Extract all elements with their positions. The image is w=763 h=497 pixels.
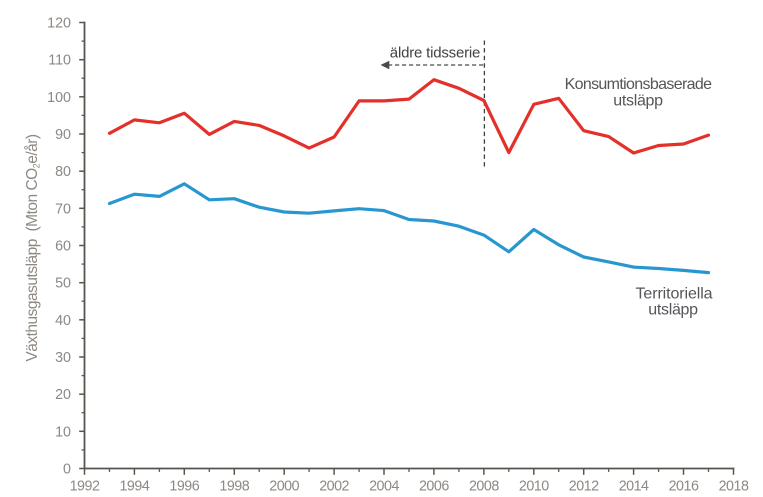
svg-text:Konsumtionsbaserade: Konsumtionsbaserade bbox=[565, 76, 713, 93]
svg-text:2014: 2014 bbox=[619, 479, 649, 495]
svg-text:2018: 2018 bbox=[719, 479, 749, 495]
svg-text:0: 0 bbox=[63, 462, 71, 478]
svg-text:2012: 2012 bbox=[569, 479, 599, 495]
svg-text:70: 70 bbox=[55, 201, 71, 217]
svg-text:Växthusgasutsläpp (Mton CO2e/: Växthusgasutsläpp (Mton CO2e/år) bbox=[24, 134, 42, 362]
svg-text:30: 30 bbox=[55, 350, 71, 366]
svg-text:2016: 2016 bbox=[669, 479, 699, 495]
svg-text:110: 110 bbox=[48, 53, 71, 69]
svg-text:50: 50 bbox=[55, 276, 71, 292]
svg-text:2008: 2008 bbox=[469, 479, 499, 495]
svg-text:2006: 2006 bbox=[419, 479, 449, 495]
svg-text:40: 40 bbox=[55, 313, 71, 329]
svg-text:2004: 2004 bbox=[369, 479, 399, 495]
svg-text:utsläpp: utsläpp bbox=[648, 302, 698, 319]
svg-text:60: 60 bbox=[55, 239, 71, 255]
svg-text:20: 20 bbox=[55, 387, 71, 403]
svg-text:120: 120 bbox=[47, 16, 71, 32]
svg-text:1992: 1992 bbox=[70, 479, 100, 495]
svg-text:1998: 1998 bbox=[219, 479, 249, 495]
svg-text:90: 90 bbox=[55, 127, 71, 143]
svg-text:äldre tidsserie: äldre tidsserie bbox=[390, 45, 480, 62]
svg-text:2002: 2002 bbox=[319, 479, 349, 495]
svg-text:2010: 2010 bbox=[519, 479, 549, 495]
svg-text:utsläpp: utsläpp bbox=[613, 93, 663, 110]
svg-text:80: 80 bbox=[55, 164, 71, 180]
svg-text:2000: 2000 bbox=[269, 479, 299, 495]
svg-text:1994: 1994 bbox=[119, 479, 149, 495]
svg-text:10: 10 bbox=[55, 424, 71, 440]
svg-text:1996: 1996 bbox=[169, 479, 199, 495]
svg-text:100: 100 bbox=[47, 90, 71, 106]
svg-text:Territoriella: Territoriella bbox=[636, 286, 713, 303]
